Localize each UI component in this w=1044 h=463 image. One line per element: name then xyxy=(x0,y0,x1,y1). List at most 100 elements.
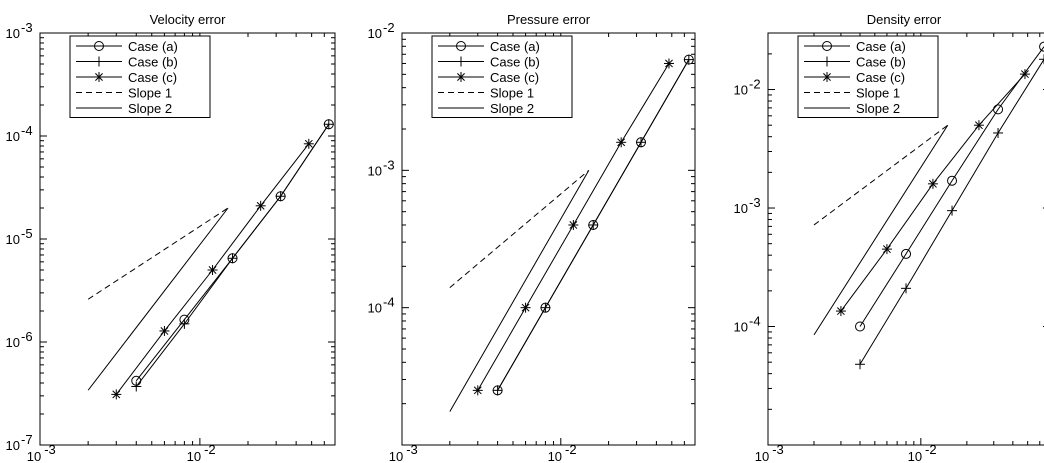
data-point xyxy=(1039,54,1044,65)
y-tick-label-exponent: -5 xyxy=(21,226,33,241)
series-line-5 xyxy=(87,207,229,391)
legend-label: Case (a) xyxy=(490,39,540,54)
legend-label: Case (a) xyxy=(128,39,178,54)
chart-title: Pressure error xyxy=(507,12,591,27)
data-point xyxy=(588,219,599,230)
legend-label: Case (b) xyxy=(490,55,540,70)
legend-marker xyxy=(822,72,832,82)
data-point xyxy=(159,325,170,336)
legend-label: Case (b) xyxy=(128,55,178,70)
x-tick-label: 10 xyxy=(908,449,922,463)
series-line-5 xyxy=(813,124,949,336)
legend-label: Slope 1 xyxy=(856,86,900,101)
data-point xyxy=(131,381,142,392)
data-point xyxy=(636,137,647,148)
data-point xyxy=(492,385,503,396)
data-point xyxy=(835,306,846,317)
x-tick-label: 10 xyxy=(755,449,769,463)
data-point xyxy=(111,389,122,400)
data-point xyxy=(855,321,866,332)
data-point xyxy=(207,265,218,276)
ticks xyxy=(768,33,1044,445)
plot-frame xyxy=(767,32,1044,446)
legend-marker xyxy=(456,41,466,51)
data-point xyxy=(1019,69,1030,80)
data-point xyxy=(520,302,531,313)
x-tick-label-exponent: -3 xyxy=(772,442,784,457)
legend-marker xyxy=(94,72,104,82)
data-point xyxy=(927,178,938,189)
y-tick-label-exponent: -6 xyxy=(21,329,33,344)
legend-label: Slope 1 xyxy=(128,86,172,101)
y-tick-label-exponent: -3 xyxy=(21,20,33,35)
data-point xyxy=(901,283,912,294)
y-tick-label: 10 xyxy=(6,335,20,350)
y-tick-label: 10 xyxy=(368,301,382,316)
legend-marker xyxy=(94,56,104,67)
legend-label: Case (a) xyxy=(856,39,906,54)
y-tick-label-exponent: -3 xyxy=(383,157,395,172)
legend-label: Case (c) xyxy=(490,70,539,85)
y-tick-label-exponent: -4 xyxy=(383,295,395,310)
data-point xyxy=(901,248,912,259)
data-point xyxy=(616,137,627,148)
x-tick-label-exponent: -3 xyxy=(44,442,56,457)
x-tick-label-exponent: -3 xyxy=(406,442,418,457)
chart-title: Velocity error xyxy=(150,12,227,27)
data-point xyxy=(993,127,1004,138)
data-point xyxy=(663,58,674,69)
legend-label: Case (c) xyxy=(128,70,177,85)
legend-marker xyxy=(94,41,104,51)
data-point xyxy=(303,138,314,149)
series-line-1 xyxy=(135,123,330,382)
legend-label: Case (b) xyxy=(856,55,906,70)
data-point xyxy=(947,205,958,216)
plot-area xyxy=(813,41,1044,370)
y-tick-label: 10 xyxy=(6,26,20,41)
y-tick-label: 10 xyxy=(368,163,382,178)
data-point xyxy=(179,318,190,329)
legend-marker xyxy=(456,72,466,82)
data-point xyxy=(568,219,579,230)
legend-marker xyxy=(822,56,832,67)
legend-label: Case (c) xyxy=(856,70,905,85)
legend-label: Slope 2 xyxy=(128,101,172,116)
y-tick-label-exponent: -4 xyxy=(21,123,33,138)
x-tick-label: 10 xyxy=(389,449,403,463)
data-point xyxy=(855,359,866,370)
data-point xyxy=(683,54,694,65)
data-point xyxy=(947,175,958,186)
y-tick-label: 10 xyxy=(6,129,20,144)
data-point xyxy=(540,302,551,313)
series-line-4 xyxy=(87,207,229,300)
y-tick-label-exponent: -3 xyxy=(749,195,761,210)
plot-area xyxy=(449,54,694,412)
ticks xyxy=(402,33,695,445)
series-line-4 xyxy=(813,124,949,226)
data-point xyxy=(472,385,483,396)
data-point xyxy=(275,191,286,202)
y-tick-label: 10 xyxy=(6,438,20,453)
series-line-1 xyxy=(859,46,1044,327)
plot-frame xyxy=(401,32,696,446)
plot-area xyxy=(87,119,334,400)
data-point xyxy=(323,119,334,130)
x-tick-label: 10 xyxy=(548,449,562,463)
x-tick-label-exponent: -2 xyxy=(204,442,216,457)
legend-label: Slope 2 xyxy=(856,101,900,116)
y-tick-label: 10 xyxy=(734,320,748,335)
legend-label: Slope 2 xyxy=(490,101,534,116)
x-tick-label-exponent: -2 xyxy=(925,442,937,457)
y-tick-label: 10 xyxy=(734,201,748,216)
y-tick-label: 10 xyxy=(6,232,20,247)
legend-marker xyxy=(456,56,466,67)
data-point xyxy=(881,244,892,255)
legend-label: Slope 1 xyxy=(490,86,534,101)
